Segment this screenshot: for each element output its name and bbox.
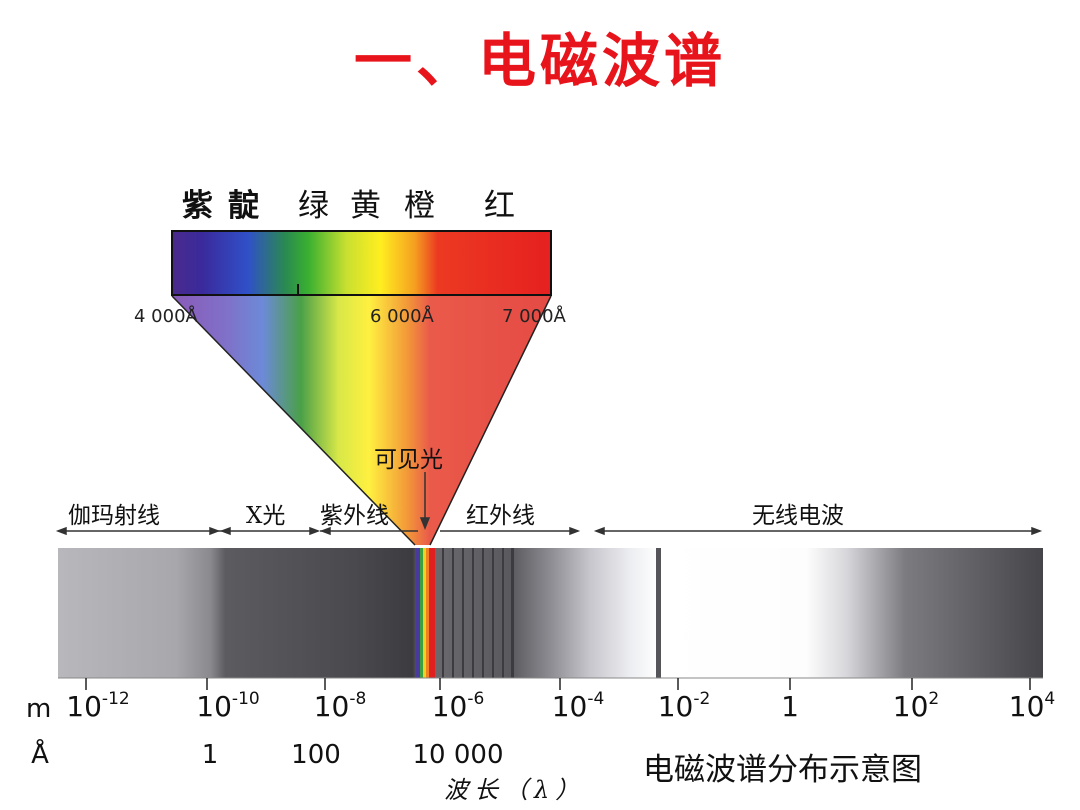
angstrom-unit-label: Å xyxy=(31,740,49,770)
visible-slit-green xyxy=(420,548,423,678)
band-ir-label: 红外线 xyxy=(466,503,535,529)
meter-tick: 10-4 xyxy=(551,688,605,723)
wavelength-label-6000: 6 000Å xyxy=(370,306,434,327)
color-red-label: 红 xyxy=(484,188,515,224)
visible-slit-orange xyxy=(426,548,429,678)
meter-tick: 10-6 xyxy=(431,688,485,723)
page-title: 一、电磁波谱 xyxy=(353,27,726,95)
color-green-label: 绿 xyxy=(298,188,329,224)
color-indigo-label: 靛 xyxy=(228,188,259,224)
visible-light-fan xyxy=(172,296,551,545)
meter-tick: 1 xyxy=(781,690,799,723)
meter-tick: 10-10 xyxy=(196,688,260,723)
infrared-stripes xyxy=(442,548,514,678)
angstrom-tick: 10 000 xyxy=(412,740,504,770)
meter-tick: 10-12 xyxy=(66,688,130,723)
meter-tick: 10-8 xyxy=(313,688,367,723)
meter-tick: 102 xyxy=(892,688,940,723)
band-xray-label: X光 xyxy=(246,503,286,529)
meter-unit-label: m xyxy=(26,694,52,724)
band-arrows xyxy=(55,472,1043,536)
band-radio-label: 无线电波 xyxy=(752,503,844,529)
meter-tick: 104 xyxy=(1008,688,1056,723)
wavelength-label-4000: 4 000Å xyxy=(134,306,198,327)
radio-line xyxy=(656,548,661,678)
visible-spectrum-bar xyxy=(171,230,552,296)
visible-slit-yellow xyxy=(423,548,426,678)
band-uv-label: 紫外线 xyxy=(320,503,389,529)
visible-slit-red xyxy=(429,548,435,678)
axis-label: 波长（λ） xyxy=(444,776,586,804)
visible-light-label: 可见光 xyxy=(374,447,443,473)
angstrom-tick: 100 xyxy=(291,740,341,770)
color-violet-label: 紫 xyxy=(182,188,213,224)
em-spectrum-band xyxy=(58,548,1043,678)
angstrom-tick: 1 xyxy=(201,740,219,770)
color-yellow-label: 黄 xyxy=(350,188,381,224)
wavelength-label-7000: 7 000Å xyxy=(502,306,566,327)
band-gamma-label: 伽玛射线 xyxy=(68,503,160,529)
color-orange-label: 橙 xyxy=(404,188,435,224)
axis-ticks xyxy=(85,678,1031,690)
visible-slit-violet xyxy=(416,548,420,678)
meter-tick: 10-2 xyxy=(657,688,711,723)
diagram-caption: 电磁波谱分布示意图 xyxy=(643,752,922,788)
